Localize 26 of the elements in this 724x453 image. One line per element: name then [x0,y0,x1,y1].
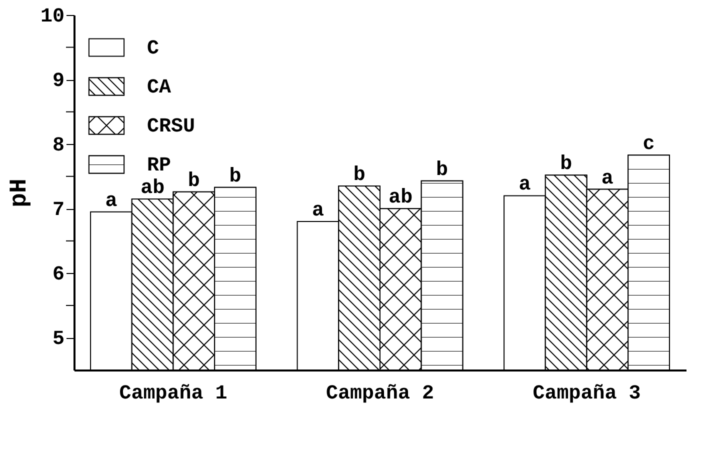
data-label: a [105,190,118,213]
legend-label: C [147,38,160,60]
x-tick-label: Campaña 2 [326,382,434,406]
y-tick-label: 5 [52,328,64,352]
data-label: b [560,153,572,176]
y-tick-label: 6 [52,264,64,287]
x-tick-label: Campaña 3 [532,382,641,406]
y-tick-label: 7 [52,199,64,222]
data-label: b [229,165,242,188]
data-label: ab [140,176,165,200]
legend-label: CRSU [147,116,196,138]
legend-label: RP [147,154,172,178]
y-tick-label: 8 [52,134,64,158]
data-label: b [436,158,448,182]
data-label: ab [388,186,413,210]
y-tick-label: 10 [40,6,64,28]
y-axis-title: pH [6,178,34,208]
data-label: a [518,174,531,197]
data-label: b [188,170,200,193]
data-label: c [642,133,655,156]
legend-label: CA [147,76,172,100]
data-label: a [312,200,324,223]
x-tick-label: Campaña 1 [119,382,228,406]
data-label: b [353,164,366,188]
y-tick-label: 9 [52,70,64,94]
data-label: a [601,167,614,190]
